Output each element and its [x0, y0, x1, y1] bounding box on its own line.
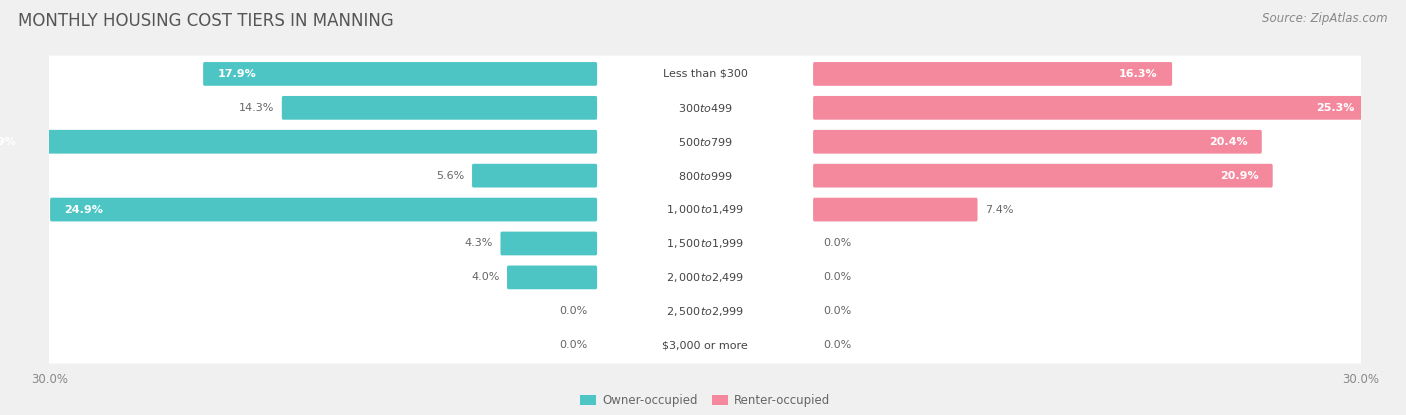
- FancyBboxPatch shape: [42, 157, 1368, 194]
- Text: 4.0%: 4.0%: [471, 272, 499, 282]
- FancyBboxPatch shape: [42, 225, 1368, 262]
- Text: $800 to $999: $800 to $999: [678, 170, 733, 182]
- FancyBboxPatch shape: [508, 266, 598, 289]
- FancyBboxPatch shape: [42, 56, 1368, 92]
- Text: 17.9%: 17.9%: [218, 69, 256, 79]
- FancyBboxPatch shape: [813, 198, 977, 222]
- FancyBboxPatch shape: [501, 232, 598, 255]
- Text: 0.0%: 0.0%: [823, 272, 852, 282]
- FancyBboxPatch shape: [42, 191, 1368, 228]
- Text: MONTHLY HOUSING COST TIERS IN MANNING: MONTHLY HOUSING COST TIERS IN MANNING: [18, 12, 394, 30]
- Text: $2,000 to $2,499: $2,000 to $2,499: [666, 271, 744, 284]
- Text: 0.0%: 0.0%: [823, 306, 852, 316]
- Legend: Owner-occupied, Renter-occupied: Owner-occupied, Renter-occupied: [575, 389, 835, 412]
- Text: 16.3%: 16.3%: [1119, 69, 1157, 79]
- Text: 0.0%: 0.0%: [558, 306, 588, 316]
- FancyBboxPatch shape: [42, 327, 1368, 364]
- Text: 0.0%: 0.0%: [558, 340, 588, 350]
- FancyBboxPatch shape: [42, 259, 1368, 296]
- Text: 28.9%: 28.9%: [0, 137, 15, 147]
- FancyBboxPatch shape: [813, 164, 1272, 188]
- FancyBboxPatch shape: [472, 164, 598, 188]
- Text: 24.9%: 24.9%: [65, 205, 104, 215]
- FancyBboxPatch shape: [813, 62, 1173, 86]
- Text: Less than $300: Less than $300: [662, 69, 748, 79]
- Text: 0.0%: 0.0%: [823, 239, 852, 249]
- FancyBboxPatch shape: [813, 96, 1369, 120]
- Text: 0.0%: 0.0%: [823, 340, 852, 350]
- Text: 4.3%: 4.3%: [464, 239, 494, 249]
- FancyBboxPatch shape: [42, 293, 1368, 330]
- FancyBboxPatch shape: [51, 198, 598, 222]
- FancyBboxPatch shape: [42, 123, 1368, 160]
- FancyBboxPatch shape: [202, 62, 598, 86]
- Text: $300 to $499: $300 to $499: [678, 102, 733, 114]
- Text: 25.3%: 25.3%: [1316, 103, 1354, 113]
- Text: 20.4%: 20.4%: [1209, 137, 1247, 147]
- Text: $3,000 or more: $3,000 or more: [662, 340, 748, 350]
- Text: 5.6%: 5.6%: [436, 171, 464, 181]
- FancyBboxPatch shape: [42, 90, 1368, 126]
- Text: Source: ZipAtlas.com: Source: ZipAtlas.com: [1263, 12, 1388, 25]
- FancyBboxPatch shape: [813, 130, 1261, 154]
- FancyBboxPatch shape: [281, 96, 598, 120]
- Text: 20.9%: 20.9%: [1219, 171, 1258, 181]
- Text: 7.4%: 7.4%: [986, 205, 1014, 215]
- Text: $500 to $799: $500 to $799: [678, 136, 733, 148]
- Text: $2,500 to $2,999: $2,500 to $2,999: [666, 305, 744, 318]
- Text: 14.3%: 14.3%: [239, 103, 274, 113]
- Text: $1,000 to $1,499: $1,000 to $1,499: [666, 203, 744, 216]
- FancyBboxPatch shape: [0, 130, 598, 154]
- Text: $1,500 to $1,999: $1,500 to $1,999: [666, 237, 744, 250]
